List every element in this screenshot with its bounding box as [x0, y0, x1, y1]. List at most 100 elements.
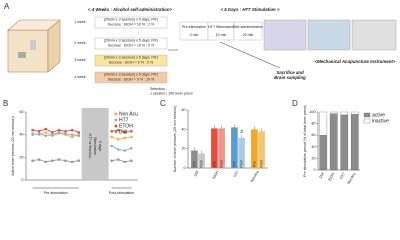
point	[116, 158, 120, 161]
panel-label: C	[160, 99, 166, 108]
point	[37, 132, 41, 135]
legend-marker	[114, 130, 118, 134]
x-tick-label: EtOH	[328, 172, 336, 182]
series-line	[111, 136, 132, 140]
point	[64, 129, 67, 133]
legend-marker	[114, 124, 118, 128]
point	[110, 144, 113, 148]
bar-segment	[329, 111, 338, 114]
figure: A < 4 Weeks : Alcohol self-administratio…	[3, 2, 397, 195]
panel-a: A	[4, 2, 397, 84]
y-tick-label: 40	[312, 145, 316, 149]
point	[31, 159, 34, 163]
bar	[238, 138, 245, 168]
bar	[198, 153, 205, 168]
point	[70, 128, 74, 132]
x-tick-label: EtOH	[212, 170, 220, 180]
bar	[191, 150, 198, 168]
point	[44, 160, 48, 164]
y-tick-label: 60	[312, 133, 316, 137]
y-tick-label: 100	[310, 110, 316, 114]
bar	[218, 128, 225, 168]
annotation: #	[240, 129, 243, 135]
y-axis-label: Number of lever presses (20 min session)	[173, 106, 177, 173]
cage-side	[47, 19, 61, 73]
point	[37, 158, 41, 161]
step-label: HT7 Stimulation	[208, 25, 234, 29]
instrument: <Mechanical Acupuncture Instrument>	[315, 59, 396, 64]
outcome: Sacrifice and	[276, 70, 304, 75]
point	[116, 128, 120, 132]
y-tick-label: 20	[20, 155, 24, 159]
bar-series-label: Post	[240, 160, 244, 167]
step-label: Self-administration	[233, 25, 263, 29]
bar-series-label: Post	[200, 160, 204, 167]
point	[51, 133, 54, 136]
point	[77, 134, 81, 138]
point	[70, 160, 74, 164]
y-tick-label: 40	[182, 127, 186, 131]
solution: Sucrose : EtOH = 10 % : 2 %	[108, 22, 155, 26]
y-tick-label: 0	[22, 178, 24, 182]
solution: Sucrose : EtOH = 10 % : 5 %	[108, 43, 155, 47]
bar	[231, 127, 238, 168]
point	[130, 129, 133, 133]
week-label: 1 week	[74, 20, 86, 24]
legend-label: HT7	[119, 117, 129, 123]
solution: Sucrose : EtOH = 5 % : 10 %	[108, 77, 155, 81]
point	[64, 132, 67, 135]
legend-label: active	[372, 112, 385, 118]
point	[57, 158, 61, 161]
x-tick-label: HT7	[339, 172, 346, 180]
point	[77, 159, 81, 163]
bar-series-label: Pre	[212, 161, 216, 167]
outcome: Brain sampling	[274, 75, 306, 80]
bar	[258, 131, 265, 168]
stimulation-label: Stimulation	[93, 137, 97, 155]
legend-marker	[114, 118, 118, 122]
week-box	[94, 37, 168, 50]
series-line	[111, 145, 132, 151]
week-box	[94, 54, 168, 67]
week-box	[94, 71, 168, 84]
schedule: (20min x 3 session) x 5 days, FR1	[104, 38, 158, 42]
step-box	[233, 21, 263, 41]
stimulation-period	[81, 108, 109, 180]
point	[130, 146, 133, 150]
schedule: (20min x 3 session) x 5 days, FR1	[104, 55, 158, 59]
legend-label: DW	[119, 129, 128, 135]
x-tick-label: NonAcu	[250, 170, 260, 183]
photo	[351, 19, 397, 51]
point	[116, 137, 120, 141]
cage	[7, 29, 49, 73]
point	[110, 135, 113, 139]
legend-label: ETOH	[119, 123, 133, 129]
series-line	[111, 159, 132, 163]
y-axis-label: Active lever presses (20 min session)	[11, 116, 15, 176]
lever	[18, 52, 26, 58]
point	[44, 134, 48, 138]
point	[31, 133, 34, 136]
point	[57, 131, 61, 134]
panel-label: D	[292, 99, 298, 108]
panel-label: B	[3, 99, 8, 108]
bar-segment	[340, 114, 349, 171]
bar-segment	[350, 111, 359, 115]
panel-label: A	[4, 2, 10, 11]
x-tick-label: NonAcu	[347, 172, 357, 185]
point	[70, 133, 74, 136]
bar-series-label: Post	[220, 160, 224, 167]
bar	[251, 129, 258, 168]
step-time: 3 min	[190, 33, 199, 37]
schedule: (20min x 3 session) x 5 days, FR1	[104, 72, 158, 76]
point	[64, 159, 67, 163]
legend-swatch	[363, 118, 371, 124]
bar	[211, 128, 218, 168]
legend-label: Non Acu	[119, 111, 138, 117]
solution: Sucrose : EtOH = 5 % : 5 %	[109, 60, 154, 64]
dispenser	[30, 40, 36, 50]
point	[31, 128, 34, 132]
series-line	[111, 129, 132, 133]
schedule: (20min x 3 session) x 5 days, FR1	[104, 17, 158, 21]
step-time: 20 min	[243, 33, 254, 37]
